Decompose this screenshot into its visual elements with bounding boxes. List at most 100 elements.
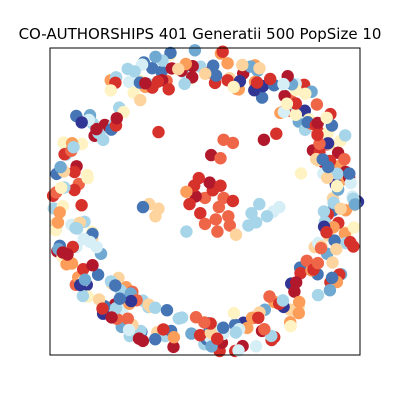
ring-node — [188, 44, 202, 57]
ring-node — [221, 57, 234, 70]
ring-nodes — [46, 44, 365, 358]
ring-node — [294, 267, 307, 280]
ring-node — [77, 263, 90, 276]
ring-node — [149, 333, 162, 346]
center-node — [257, 133, 271, 146]
ring-node — [122, 323, 136, 337]
center-node — [214, 179, 227, 192]
ring-node — [326, 256, 339, 269]
center-node — [294, 167, 308, 180]
ring-node — [51, 216, 65, 229]
ring-node — [172, 62, 185, 76]
center-node — [198, 217, 212, 231]
ring-node — [292, 306, 305, 320]
axes — [46, 44, 365, 358]
ring-node — [317, 205, 331, 218]
center-node — [183, 197, 196, 211]
ring-node — [109, 279, 122, 292]
axes-frame — [49, 47, 361, 356]
center-node — [260, 210, 274, 223]
center-node — [242, 219, 255, 232]
ring-node — [330, 179, 344, 193]
ring-node — [284, 320, 297, 333]
center-node — [209, 213, 222, 226]
ring-node — [334, 202, 347, 215]
ring-node — [255, 91, 269, 104]
chart-title: CO-AUTHORSHIPS 401 Generatii 500 PopSize… — [19, 25, 382, 43]
ring-node — [160, 304, 174, 317]
ring-node — [338, 153, 351, 166]
ring-node — [90, 122, 103, 136]
ring-node — [263, 290, 276, 303]
ring-node — [232, 344, 245, 357]
ring-node — [113, 292, 127, 305]
ring-node — [157, 323, 170, 336]
ring-node — [90, 240, 103, 254]
ring-node — [310, 98, 324, 111]
ring-node — [68, 165, 81, 179]
ring-node — [320, 111, 333, 125]
ring-node — [325, 271, 339, 284]
ring-node — [61, 248, 74, 261]
ring-node — [123, 75, 136, 89]
ring-node — [76, 289, 90, 303]
center-nodes — [136, 125, 308, 241]
ring-node — [198, 316, 211, 329]
ring-node — [167, 331, 181, 344]
ring-node — [167, 340, 180, 354]
ring-node — [344, 235, 357, 249]
center-node — [245, 207, 258, 220]
ring-node — [211, 332, 224, 345]
ring-node — [217, 321, 230, 334]
center-node — [253, 197, 266, 211]
ring-node — [343, 167, 356, 180]
ring-node — [311, 128, 324, 142]
ring-node — [104, 84, 118, 97]
ring-node — [348, 198, 362, 211]
ring-node — [314, 241, 328, 255]
ring-node — [164, 46, 177, 60]
ring-node — [149, 50, 162, 63]
ring-node — [77, 232, 91, 246]
ring-node — [97, 133, 110, 147]
ring-node — [78, 273, 92, 286]
ring-node — [60, 258, 73, 271]
ring-node — [299, 87, 312, 101]
ring-node — [68, 183, 81, 197]
ring-node — [316, 153, 329, 166]
ring-node — [175, 311, 189, 324]
center-node — [149, 210, 162, 223]
ring-node — [216, 45, 229, 58]
ring-node — [91, 268, 105, 281]
ring-node — [75, 116, 88, 129]
center-node — [229, 228, 243, 241]
center-node — [198, 191, 212, 205]
ring-node — [300, 254, 313, 267]
ring-node — [320, 226, 333, 239]
ring-node — [258, 323, 271, 336]
ring-node — [311, 116, 324, 130]
ring-node — [323, 284, 337, 297]
ring-node — [276, 294, 290, 307]
center-node — [180, 225, 193, 238]
ring-node — [264, 72, 277, 86]
center-node — [270, 127, 283, 140]
ring-node — [54, 160, 67, 174]
ring-node — [347, 221, 361, 234]
center-node — [152, 125, 165, 139]
ring-node — [55, 181, 68, 194]
ring-node — [81, 168, 94, 182]
center-node — [273, 200, 286, 214]
ring-node — [277, 77, 290, 91]
center-node — [203, 176, 216, 189]
ring-node — [227, 80, 240, 94]
ring-node — [288, 285, 301, 298]
center-node — [180, 185, 193, 198]
ring-node — [128, 65, 141, 78]
ring-node — [227, 306, 241, 320]
ring-node — [209, 69, 223, 82]
center-node — [226, 136, 240, 150]
ring-node — [86, 259, 99, 272]
ring-node — [289, 108, 302, 122]
ring-node — [199, 67, 212, 81]
